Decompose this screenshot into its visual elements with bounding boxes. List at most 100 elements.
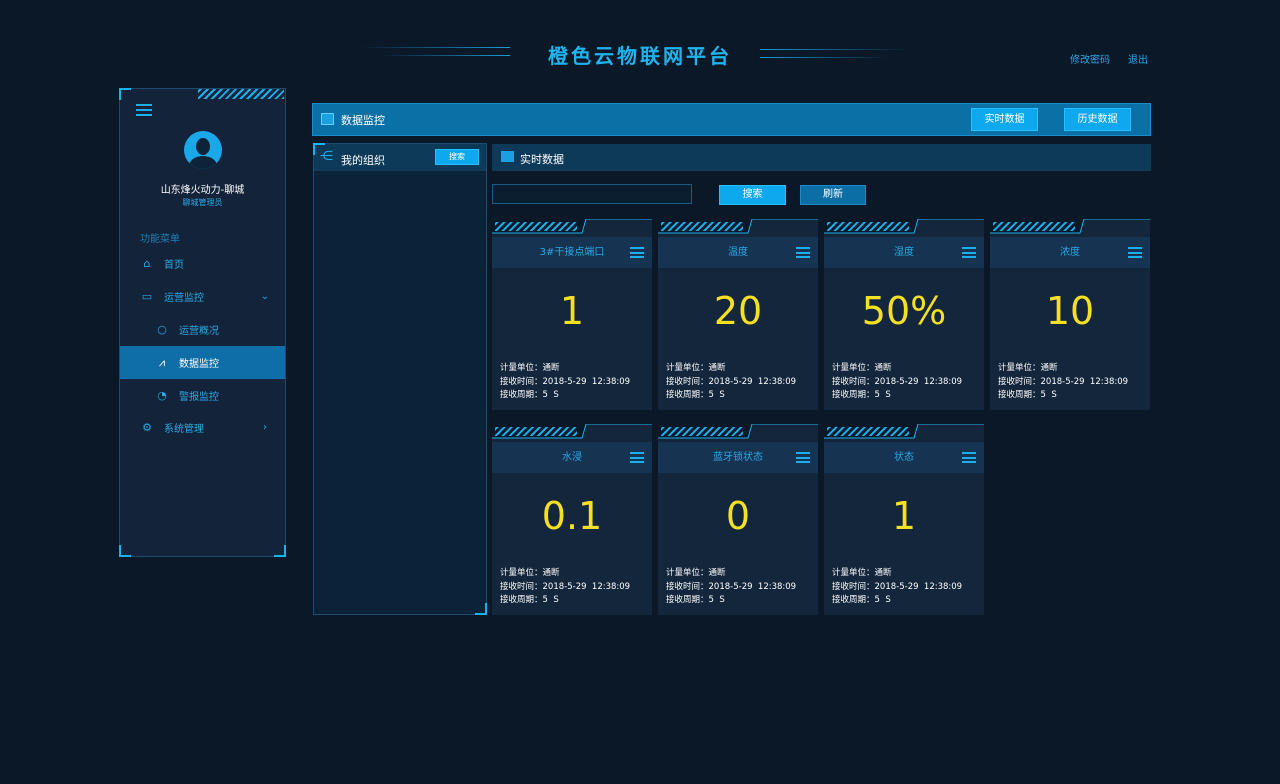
sidebar-item-data-monitor[interactable]: ⩘ 数据监控 <box>120 346 285 379</box>
sensor-card: 水浸 0.1 计量单位：通断 接收时间：2018-5-29 12:38:09 接… <box>492 424 652 615</box>
list-icon[interactable] <box>630 247 644 258</box>
period-row: 接收周期：5 S <box>998 390 1057 400</box>
refresh-button[interactable]: 刷新 <box>800 185 866 205</box>
change-password-link[interactable]: 修改密码 <box>1070 55 1110 66</box>
card-title: 温度 <box>728 247 748 258</box>
chevron-down-icon: ⌄ <box>260 291 269 302</box>
card-value: 0 <box>725 494 751 538</box>
card-title: 3#干接点端口 <box>539 247 605 258</box>
period-row: 接收周期：5 S <box>500 390 559 400</box>
unit-row: 计量单位：通断 <box>998 363 1058 373</box>
list-icon[interactable] <box>962 247 976 258</box>
realtime-title: 实时数据 <box>520 153 564 166</box>
sidebar-item-operations[interactable]: ▭ 运营监控 ⌄ <box>120 280 285 313</box>
card-tab-deco <box>658 424 818 442</box>
search-button[interactable]: 搜索 <box>719 185 786 205</box>
nav-label: 运营概况 <box>179 326 219 337</box>
unit-row: 计量单位：通断 <box>832 568 892 578</box>
time-row: 接收时间：2018-5-29 12:38:09 <box>500 581 631 592</box>
sidebar-item-home[interactable]: ⌂ 首页 <box>120 247 285 280</box>
title-deco-right <box>760 49 910 50</box>
card-tab-deco <box>990 219 1150 237</box>
org-search-button[interactable]: 搜索 <box>435 149 479 165</box>
card-value: 0.1 <box>541 494 603 538</box>
sensor-card: 3#干接点端口 1 计量单位：通断 接收时间：2018-5-29 12:38:0… <box>492 219 652 410</box>
card-value: 10 <box>1045 289 1095 333</box>
unit-row: 计量单位：通断 <box>666 568 726 578</box>
unit-row: 计量单位：通断 <box>832 363 892 373</box>
sensor-card: 浓度 10 计量单位：通断 接收时间：2018-5-29 12:38:09 接收… <box>990 219 1150 410</box>
bar-chart-icon <box>501 151 514 162</box>
card-title: 蓝牙锁状态 <box>713 452 763 463</box>
avatar <box>184 131 222 169</box>
unit-row: 计量单位：通断 <box>666 363 726 373</box>
user-role: 聊城管理员 <box>182 198 223 207</box>
home-icon: ⌂ <box>143 257 151 270</box>
share-icon: ⋲ <box>320 149 333 164</box>
card-tab-deco <box>658 219 818 237</box>
list-icon[interactable] <box>796 247 810 258</box>
unit-row: 计量单位：通断 <box>500 568 560 578</box>
time-row: 接收时间：2018-5-29 12:38:09 <box>666 581 797 592</box>
panel-header: 数据监控 实时数据 历史数据 <box>312 103 1151 136</box>
monitor-wave-icon <box>321 113 334 125</box>
history-data-button[interactable]: 历史数据 <box>1064 108 1131 131</box>
title-deco-right <box>760 57 890 58</box>
hamburger-menu-icon[interactable] <box>136 104 152 116</box>
nav-label: 警报监控 <box>179 392 219 403</box>
unit-row: 计量单位：通断 <box>500 363 560 373</box>
card-value: 20 <box>713 289 763 333</box>
search-input[interactable] <box>492 184 692 204</box>
realtime-data-button[interactable]: 实时数据 <box>971 108 1038 131</box>
sidebar-item-alarm-monitor[interactable]: ◔ 警报监控 <box>120 379 285 412</box>
sensor-card: 湿度 50% 计量单位：通断 接收时间：2018-5-29 12:38:09 接… <box>824 219 984 410</box>
time-row: 接收时间：2018-5-29 12:38:09 <box>998 376 1129 387</box>
list-icon[interactable] <box>1128 247 1142 258</box>
monitor-icon: ▭ <box>141 290 153 303</box>
nav-label: 系统管理 <box>164 424 204 435</box>
hatch-deco <box>198 89 284 99</box>
time-row: 接收时间：2018-5-29 12:38:09 <box>666 376 797 387</box>
list-icon[interactable] <box>962 452 976 463</box>
panel-title: 数据监控 <box>341 114 385 127</box>
time-row: 接收时间：2018-5-29 12:38:09 <box>500 376 631 387</box>
sensor-card: 温度 20 计量单位：通断 接收时间：2018-5-29 12:38:09 接收… <box>658 219 818 410</box>
card-tab-deco <box>824 424 984 442</box>
period-row: 接收周期：5 S <box>832 595 891 605</box>
list-icon[interactable] <box>796 452 810 463</box>
sensor-card: 状态 1 计量单位：通断 接收时间：2018-5-29 12:38:09 接收周… <box>824 424 984 615</box>
nav-label: 首页 <box>164 260 184 271</box>
card-value: 1 <box>891 494 917 538</box>
gauge-icon: ◔ <box>157 389 167 402</box>
time-row: 接收时间：2018-5-29 12:38:09 <box>832 376 963 387</box>
nav-label: 数据监控 <box>179 359 219 370</box>
card-title: 湿度 <box>894 247 914 258</box>
title-deco-left <box>380 55 510 56</box>
menu-title: 功能菜单 <box>140 234 180 245</box>
org-name: 山东烽火动力-聊城 <box>160 185 245 196</box>
logout-link[interactable]: 退出 <box>1128 55 1148 66</box>
gear-icon: ⚙ <box>142 421 152 434</box>
sensor-card: 蓝牙锁状态 0 计量单位：通断 接收时间：2018-5-29 12:38:09 … <box>658 424 818 615</box>
card-tab-deco <box>492 424 652 442</box>
card-title: 水浸 <box>562 452 582 463</box>
time-row: 接收时间：2018-5-29 12:38:09 <box>832 581 963 592</box>
realtime-header: 实时数据 <box>492 144 1151 171</box>
app-title: 橙色云物联网平台 <box>548 44 732 68</box>
card-value: 1 <box>559 289 585 333</box>
card-tab-deco <box>492 219 652 237</box>
title-deco-left <box>360 47 510 48</box>
card-title: 浓度 <box>1060 247 1080 258</box>
sidebar-item-system[interactable]: ⚙ 系统管理 › <box>120 411 285 444</box>
sidebar-item-overview[interactable]: ○ 运营概况 <box>120 313 285 346</box>
card-title: 状态 <box>894 452 914 463</box>
period-row: 接收周期：5 S <box>666 595 725 605</box>
org-title: 我的组织 <box>341 154 385 167</box>
overview-icon: ○ <box>157 323 167 336</box>
period-row: 接收周期：5 S <box>666 390 725 400</box>
period-row: 接收周期：5 S <box>500 595 559 605</box>
line-chart-icon: ⩘ <box>158 355 166 369</box>
org-panel: ⋲ 我的组织 搜索 <box>313 143 487 615</box>
sidebar: 山东烽火动力-聊城 聊城管理员 功能菜单 ⌂ 首页 ▭ 运营监控 ⌄ ○ 运营概况 ⩘ 数… <box>119 88 286 557</box>
list-icon[interactable] <box>630 452 644 463</box>
